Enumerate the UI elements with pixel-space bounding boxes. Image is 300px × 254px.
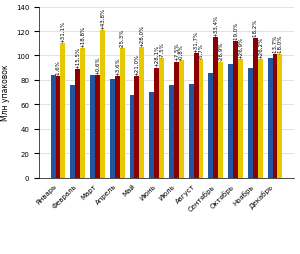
Text: +18,8%: +18,8% xyxy=(80,26,85,48)
Bar xyxy=(70,85,75,178)
Text: +28,1%: +28,1% xyxy=(154,45,159,67)
Bar xyxy=(189,84,194,178)
Text: -19,0%: -19,0% xyxy=(233,21,238,40)
Text: -13,7%: -13,7% xyxy=(272,35,278,54)
Bar xyxy=(95,76,100,178)
Bar xyxy=(278,55,282,178)
Text: -18,0%: -18,0% xyxy=(278,35,282,54)
Bar xyxy=(174,62,179,178)
Bar xyxy=(213,38,218,178)
Bar xyxy=(80,49,85,178)
Text: +21,0%: +21,0% xyxy=(134,54,140,76)
Bar xyxy=(100,31,105,178)
Y-axis label: Млн упаковок: Млн упаковок xyxy=(1,65,10,121)
Bar xyxy=(248,68,253,178)
Bar xyxy=(159,59,164,178)
Bar xyxy=(134,77,140,178)
Text: +7,5%: +7,5% xyxy=(174,43,179,61)
Bar xyxy=(51,76,56,178)
Bar xyxy=(253,39,258,178)
Text: +15,5%: +15,5% xyxy=(75,46,80,68)
Bar xyxy=(258,60,263,178)
Text: +3,6%: +3,6% xyxy=(115,57,120,76)
Bar xyxy=(140,48,144,178)
Text: -0,8%: -0,8% xyxy=(179,44,184,60)
Bar xyxy=(115,77,120,178)
Text: -1,6%: -1,6% xyxy=(56,60,61,76)
Text: +28,0%: +28,0% xyxy=(139,24,144,46)
Text: +26,2%: +26,2% xyxy=(258,37,263,59)
Bar xyxy=(169,85,174,178)
Text: -25,3%: -25,3% xyxy=(120,28,124,48)
Bar xyxy=(218,62,223,178)
Text: +31,1%: +31,1% xyxy=(60,21,65,43)
Text: +43,8%: +43,8% xyxy=(100,7,105,29)
Text: +31,7%: +31,7% xyxy=(194,30,199,53)
Text: +0,6%: +0,6% xyxy=(95,56,100,74)
Bar xyxy=(75,70,80,178)
Bar xyxy=(268,59,272,178)
Bar xyxy=(199,60,203,178)
Bar xyxy=(61,44,65,178)
Text: +26,9%: +26,9% xyxy=(238,37,243,59)
Bar xyxy=(110,79,115,178)
Bar xyxy=(154,68,159,178)
Text: -18,2%: -18,2% xyxy=(253,19,258,38)
Bar xyxy=(238,60,243,178)
Bar xyxy=(90,76,95,178)
Bar xyxy=(149,93,154,178)
Text: -26,9%: -26,9% xyxy=(218,42,223,61)
Bar xyxy=(208,73,213,178)
Bar xyxy=(194,54,199,178)
Text: -5,7%: -5,7% xyxy=(199,43,203,59)
Bar xyxy=(130,95,134,178)
Text: +33,4%: +33,4% xyxy=(213,15,218,37)
Bar xyxy=(56,77,61,178)
Bar xyxy=(179,61,184,178)
Bar xyxy=(228,65,233,178)
Bar xyxy=(233,42,238,178)
Bar xyxy=(272,55,278,178)
Text: -7,5%: -7,5% xyxy=(159,42,164,57)
Bar xyxy=(120,49,124,178)
